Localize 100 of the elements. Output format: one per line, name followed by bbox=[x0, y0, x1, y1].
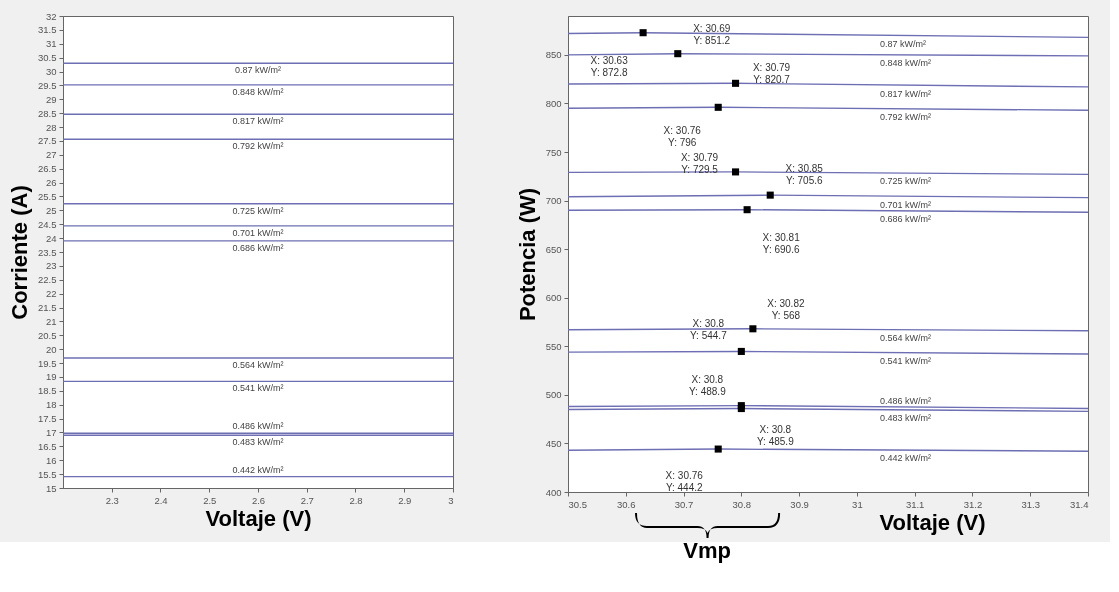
x-tick-label: 30.8 bbox=[732, 498, 752, 510]
y-tick-label: 20 bbox=[45, 343, 57, 355]
y-tick-label: 750 bbox=[545, 146, 562, 158]
x-tick-label: 31.1 bbox=[905, 498, 925, 510]
series-label: 0.725 kW/m² bbox=[232, 205, 284, 216]
series-label: 0.442 kW/m² bbox=[880, 453, 932, 464]
y-tick-label: 29.5 bbox=[38, 79, 57, 91]
y-tick-label: 22 bbox=[45, 288, 57, 300]
y-tick-label: 30.5 bbox=[38, 52, 57, 64]
y-tick-label: 31 bbox=[45, 38, 57, 50]
text: Vmp bbox=[682, 537, 732, 564]
x-axis-title: Voltaje (V) bbox=[879, 510, 986, 535]
y-tick-label: 24.5 bbox=[38, 218, 57, 230]
x-tick-label: 2.4 bbox=[154, 494, 168, 506]
y-tick-label: 450 bbox=[545, 437, 562, 449]
annotation: X: 30.81 Y: 690.6 bbox=[762, 231, 801, 255]
x-tick-label: 31 bbox=[852, 498, 863, 510]
y-axis-title: Potencia (W) bbox=[514, 187, 540, 322]
series-label: 0.686 kW/m² bbox=[232, 242, 284, 253]
y-tick-label: 28.5 bbox=[38, 107, 57, 119]
y-tick-label: 16.5 bbox=[38, 440, 57, 452]
series-label: 0.725 kW/m² bbox=[880, 176, 932, 187]
series-label: 0.483 kW/m² bbox=[232, 437, 284, 448]
y-tick-label: 30 bbox=[45, 66, 57, 78]
annotation: X: 30.76 Y: 796 bbox=[663, 125, 702, 149]
x-tick-label: 2.7 bbox=[300, 494, 314, 506]
x-tick-label: 31.2 bbox=[963, 498, 983, 510]
series-label: 0.686 kW/m² bbox=[880, 214, 932, 225]
y-tick-label: 850 bbox=[545, 49, 562, 61]
y-tick-label: 21.5 bbox=[38, 302, 57, 314]
y-tick-label: 700 bbox=[545, 195, 562, 207]
y-tick-label: 25.5 bbox=[38, 190, 57, 202]
series-label: 0.792 kW/m² bbox=[232, 141, 284, 152]
x-tick-label: 2.9 bbox=[398, 494, 412, 506]
y-tick-label: 19 bbox=[45, 371, 57, 383]
annotation: X: 30.79 Y: 729.5 bbox=[680, 151, 719, 175]
y-tick-label: 650 bbox=[545, 243, 562, 255]
series-label: 0.483 kW/m² bbox=[880, 413, 932, 424]
y-tick-label: 800 bbox=[545, 97, 562, 109]
annotation: X: 30.82 Y: 568 bbox=[767, 297, 805, 321]
annotation: X: 30.69 Y: 851.2 bbox=[693, 22, 731, 46]
y-tick-label: 31.5 bbox=[38, 24, 57, 36]
y-tick-label: 23.5 bbox=[38, 246, 57, 258]
annotation: X: 30.8 Y: 488.9 bbox=[688, 373, 727, 397]
series-label: 0.817 kW/m² bbox=[232, 116, 284, 127]
y-tick-label: 18 bbox=[45, 399, 57, 411]
x-tick-label: 30.9 bbox=[790, 498, 809, 510]
y-tick-label: 17.5 bbox=[38, 413, 57, 425]
x-tick-label: 30.5 bbox=[568, 498, 587, 510]
annotation: X: 30.8 Y: 485.9 bbox=[756, 423, 795, 447]
y-tick-label: 27 bbox=[45, 149, 57, 161]
annotation: X: 30.8 Y: 544.7 bbox=[689, 318, 728, 342]
x-tick-label: 3 bbox=[448, 494, 454, 506]
series-label: 0.564 kW/m² bbox=[880, 332, 932, 343]
y-tick-label: 16 bbox=[45, 454, 57, 466]
series-label: 0.701 kW/m² bbox=[880, 199, 932, 210]
y-tick-label: 550 bbox=[545, 340, 562, 352]
x-tick-label: 30.6 bbox=[617, 498, 636, 510]
annotation: X: 30.63 Y: 872.8 bbox=[590, 54, 629, 78]
y-tick-label: 28 bbox=[45, 121, 57, 133]
y-tick-label: 32 bbox=[45, 10, 57, 22]
annotation: X: 30.79 Y: 820.7 bbox=[752, 62, 791, 86]
series-label: 0.848 kW/m² bbox=[880, 57, 932, 68]
y-tick-label: 21 bbox=[45, 315, 57, 327]
y-tick-label: 500 bbox=[545, 389, 562, 401]
y-tick-label: 24 bbox=[45, 232, 57, 244]
y-tick-label: 26.5 bbox=[38, 163, 57, 175]
y-tick-label: 20.5 bbox=[38, 329, 57, 341]
x-tick-label: 31.3 bbox=[1021, 498, 1040, 510]
series-label: 0.817 kW/m² bbox=[880, 88, 932, 99]
series-label: 0.87 kW/m² bbox=[880, 39, 927, 50]
y-tick-label: 17 bbox=[45, 426, 57, 438]
x-tick-label: 30.7 bbox=[674, 498, 694, 510]
series-label: 0.541 kW/m² bbox=[880, 356, 932, 367]
series-label: 0.541 kW/m² bbox=[232, 383, 284, 394]
y-tick-label: 15.5 bbox=[38, 468, 57, 480]
x-tick-label: 2.8 bbox=[349, 494, 363, 506]
y-tick-label: 29 bbox=[45, 93, 57, 105]
series-label: 0.87 kW/m² bbox=[234, 65, 282, 76]
x-tick-label: 2.6 bbox=[251, 494, 266, 506]
series-label: 0.792 kW/m² bbox=[880, 112, 932, 123]
x-axis-title: Voltaje (V) bbox=[205, 506, 312, 531]
y-axis-title: Corriente (A) bbox=[7, 185, 33, 320]
series-label: 0.486 kW/m² bbox=[232, 421, 284, 432]
y-tick-label: 19.5 bbox=[38, 357, 57, 369]
y-tick-label: 22.5 bbox=[38, 274, 57, 286]
y-tick-label: 18.5 bbox=[38, 385, 57, 397]
y-tick-label: 15 bbox=[45, 482, 57, 494]
x-tick-label: 31.4 bbox=[1070, 498, 1089, 510]
series-label: 0.848 kW/m² bbox=[232, 86, 284, 97]
y-tick-label: 600 bbox=[545, 292, 562, 304]
series-label: 0.442 kW/m² bbox=[232, 464, 284, 475]
series-label: 0.564 kW/m² bbox=[232, 360, 284, 371]
x-tick-label: 2.5 bbox=[203, 494, 217, 506]
y-tick-label: 26 bbox=[45, 177, 57, 189]
series-label: 0.701 kW/m² bbox=[232, 227, 284, 238]
series-label: 0.486 kW/m² bbox=[880, 396, 932, 407]
y-tick-label: 23 bbox=[45, 260, 57, 272]
y-tick-label: 400 bbox=[545, 486, 562, 498]
annotation: X: 30.85 Y: 705.6 bbox=[785, 163, 824, 187]
